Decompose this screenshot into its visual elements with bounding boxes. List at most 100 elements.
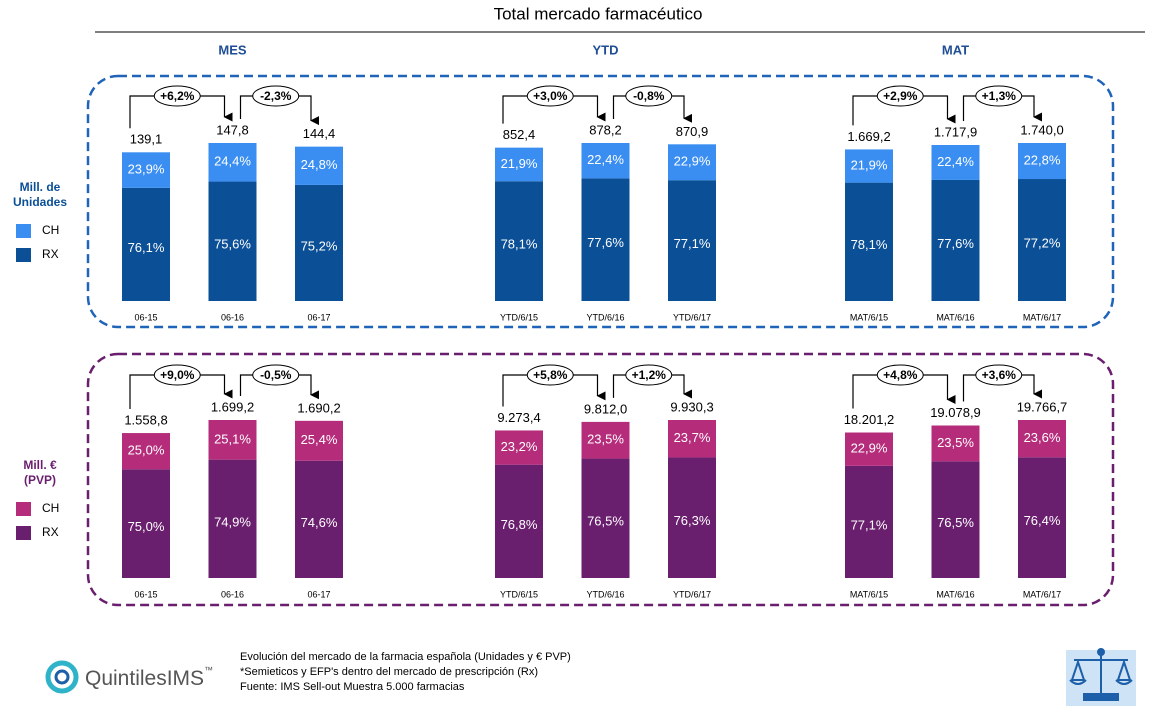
growth-oval <box>625 364 673 386</box>
segment-label: 76,4% <box>1024 513 1061 528</box>
bar-segment <box>668 420 716 458</box>
legend-label: CH <box>42 223 59 237</box>
segment-label: 78,1% <box>851 237 888 252</box>
segment-label: 22,4% <box>937 154 974 169</box>
bar-segment <box>668 180 716 301</box>
segment-label: 23,5% <box>587 432 624 447</box>
panel-title: YTD <box>593 42 619 57</box>
x-tick-label: 06-17 <box>307 589 330 599</box>
segment-label: 22,8% <box>1024 152 1061 167</box>
bar-segment <box>845 432 893 466</box>
segment-label: 74,9% <box>214 514 251 529</box>
total-label: 19.078,9 <box>930 405 981 420</box>
legend-swatch <box>16 526 31 540</box>
logo-text: QuintilesIMS™ <box>85 665 213 689</box>
total-label: 852,4 <box>503 127 536 142</box>
bar-segment <box>931 461 980 578</box>
segment-label: 77,1% <box>851 517 888 532</box>
growth-oval <box>876 85 924 107</box>
segment-label: 25,1% <box>214 431 251 446</box>
segment-label: 24,4% <box>214 154 251 169</box>
segment-label: 21,9% <box>501 156 538 171</box>
x-tick-label: YTD/6/16 <box>586 312 624 322</box>
x-tick-label: MAT/6/15 <box>850 589 888 599</box>
segment-label: 76,8% <box>501 517 538 532</box>
segment-label: 77,2% <box>1024 235 1061 250</box>
x-tick-label: 06-15 <box>134 312 157 322</box>
footer: Evolución del mercado de la farmacia esp… <box>240 651 571 693</box>
growth-oval <box>252 364 300 386</box>
x-tick-label: MAT/6/16 <box>936 312 974 322</box>
segment-label: 76,5% <box>937 515 974 530</box>
bar-segment <box>208 143 257 182</box>
total-label: 9.273,4 <box>497 410 540 425</box>
x-tick-label: 06-16 <box>221 312 244 322</box>
growth-oval <box>252 85 300 107</box>
x-tick-label: 06-16 <box>221 589 244 599</box>
bar-segment <box>122 152 170 188</box>
logo-ring <box>45 660 79 694</box>
segment-label: 78,1% <box>501 237 538 252</box>
x-tick-label: MAT/6/17 <box>1023 312 1061 322</box>
growth-label: -0,5% <box>260 368 292 382</box>
growth-oval <box>876 364 924 386</box>
x-tick-label: MAT/6/16 <box>936 589 974 599</box>
growth-label: +1,2% <box>632 368 667 382</box>
x-tick-label: MAT/6/17 <box>1023 589 1061 599</box>
segment-label: 22,9% <box>674 154 711 169</box>
logo: QuintilesIMS™ <box>45 660 213 694</box>
segment-label: 75,2% <box>301 238 338 253</box>
total-label: 139,1 <box>130 132 163 147</box>
bar-segment <box>845 149 893 183</box>
total-label: 18.201,2 <box>844 412 895 427</box>
bar-segment <box>208 181 257 301</box>
bar-segment <box>1018 457 1066 578</box>
logo-tm: ™ <box>204 665 213 675</box>
bar-segment <box>122 433 170 470</box>
segment-label: 76,1% <box>128 240 165 255</box>
total-label: 870,9 <box>676 124 709 139</box>
growth-label: +1,3% <box>982 89 1017 103</box>
segment-label: 23,6% <box>1024 430 1061 445</box>
bar-segment <box>495 181 543 301</box>
segment-label: 75,0% <box>128 519 165 534</box>
bar-segment <box>581 421 630 459</box>
total-label: 9.930,3 <box>670 399 713 414</box>
bar-segment <box>668 144 716 181</box>
bar-segment <box>495 147 543 182</box>
legend-label: RX <box>42 525 59 539</box>
x-tick-label: 06-15 <box>134 589 157 599</box>
segment-label: 23,2% <box>501 439 538 454</box>
logo-core <box>54 669 70 685</box>
legend-label: CH <box>42 501 59 515</box>
bar-segment <box>295 146 343 185</box>
bar-segment <box>295 184 343 301</box>
bar-segment <box>931 425 980 462</box>
scale-icon <box>1066 648 1136 706</box>
x-tick-label: MAT/6/15 <box>850 312 888 322</box>
total-label: 1.717,9 <box>934 124 977 139</box>
x-tick-label: YTD/6/16 <box>586 589 624 599</box>
growth-label: +9,0% <box>160 368 195 382</box>
bar-segment <box>1018 179 1066 301</box>
bar-segment <box>295 460 343 578</box>
legend-swatch <box>16 248 31 262</box>
legend-swatch <box>16 502 31 516</box>
bar-segment <box>931 179 980 301</box>
bar-segment <box>931 145 980 180</box>
row-label: Unidades <box>13 195 67 209</box>
bar-segment <box>1018 420 1066 458</box>
segment-label: 76,5% <box>587 514 624 529</box>
growth-label: -2,3% <box>260 89 292 103</box>
row-label: Mill. € <box>23 458 57 472</box>
segment-label: 75,6% <box>214 237 251 252</box>
growth-label: +3,6% <box>982 368 1017 382</box>
growth-oval <box>625 85 673 107</box>
panel-title: MES <box>218 42 247 57</box>
segment-label: 77,1% <box>674 236 711 251</box>
legend-swatch <box>16 224 31 238</box>
segment-label: 23,7% <box>674 430 711 445</box>
row-label: (PVP) <box>24 473 56 487</box>
segment-label: 77,6% <box>587 235 624 250</box>
